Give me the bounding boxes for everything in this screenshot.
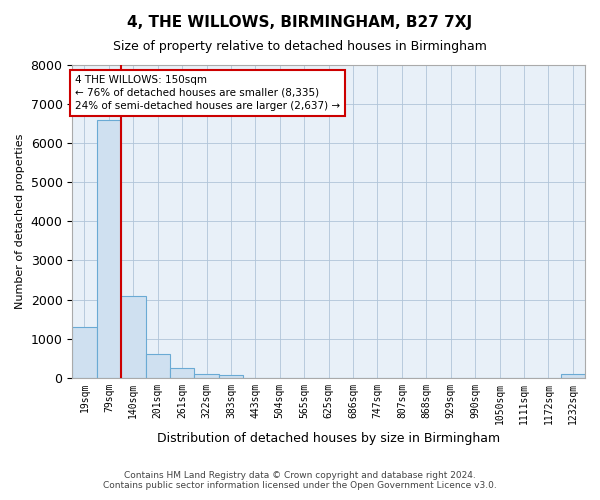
Bar: [560, 374, 585, 378]
Bar: [121, 296, 146, 378]
Text: Contains HM Land Registry data © Crown copyright and database right 2024.
Contai: Contains HM Land Registry data © Crown c…: [103, 470, 497, 490]
X-axis label: Distribution of detached houses by size in Birmingham: Distribution of detached houses by size …: [157, 432, 500, 445]
Bar: [170, 368, 194, 378]
Text: 4, THE WILLOWS, BIRMINGHAM, B27 7XJ: 4, THE WILLOWS, BIRMINGHAM, B27 7XJ: [127, 15, 473, 30]
Y-axis label: Number of detached properties: Number of detached properties: [15, 134, 25, 309]
Bar: [72, 327, 97, 378]
Text: Size of property relative to detached houses in Birmingham: Size of property relative to detached ho…: [113, 40, 487, 53]
Text: 4 THE WILLOWS: 150sqm
← 76% of detached houses are smaller (8,335)
24% of semi-d: 4 THE WILLOWS: 150sqm ← 76% of detached …: [75, 75, 340, 111]
Bar: [219, 375, 243, 378]
Bar: [146, 354, 170, 378]
Bar: [97, 120, 121, 378]
Bar: [194, 374, 219, 378]
